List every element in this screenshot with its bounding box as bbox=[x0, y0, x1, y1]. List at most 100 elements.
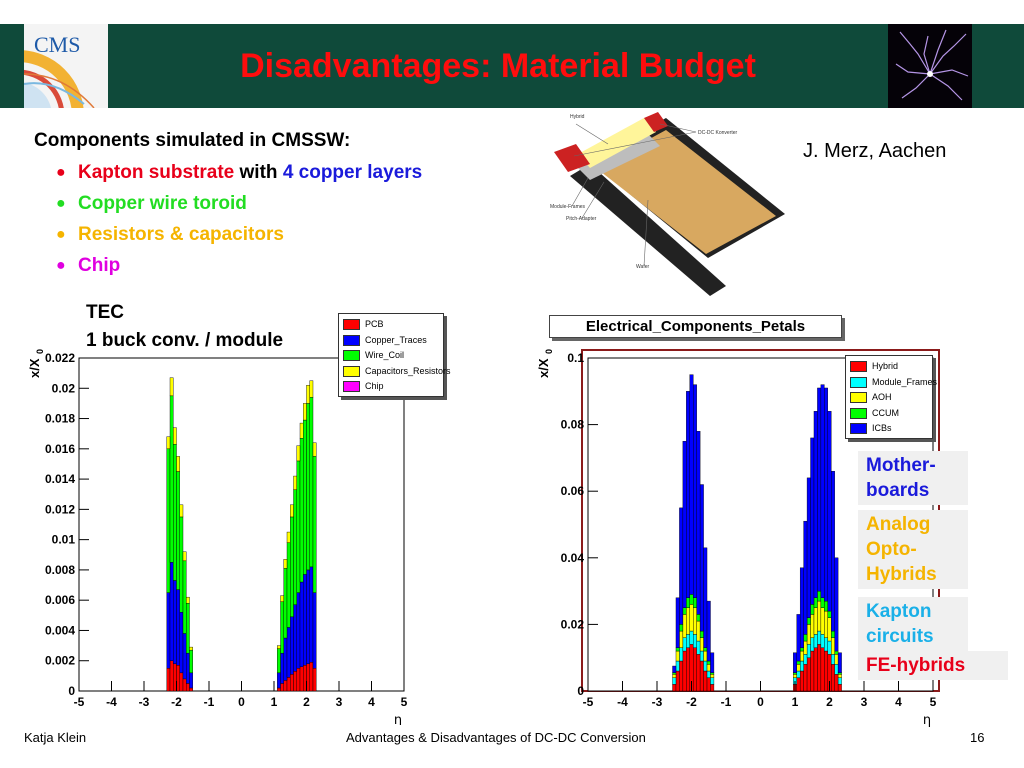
title-bar: CMS Disadvantages: Material Budget bbox=[0, 24, 1024, 108]
bar-segment bbox=[299, 438, 304, 583]
bar-segment bbox=[309, 662, 314, 692]
bar-segment bbox=[710, 684, 715, 692]
annotation-line: Mother- bbox=[866, 455, 936, 476]
bar-segment bbox=[796, 660, 801, 665]
bar-segment bbox=[679, 647, 684, 662]
x-tick-label: -2 bbox=[171, 695, 182, 709]
bar-segment bbox=[689, 630, 694, 645]
component-bullet: ● Kapton substrate with 4 copper layers bbox=[56, 161, 422, 192]
x-tick-label: -5 bbox=[74, 695, 85, 709]
plot-area bbox=[78, 357, 405, 692]
bar-segment bbox=[696, 654, 701, 692]
bar-segment bbox=[699, 637, 704, 652]
bar-segment bbox=[679, 507, 684, 625]
bar-segment bbox=[813, 597, 818, 608]
bar-segment bbox=[672, 672, 677, 675]
bar-segment bbox=[799, 670, 804, 692]
annotation-kapton-circuits: Kapton circuits bbox=[858, 597, 968, 651]
bar-segment bbox=[280, 683, 284, 692]
x-tick-label: 4 bbox=[895, 695, 902, 709]
bar-segment bbox=[182, 678, 187, 692]
bar-segment bbox=[806, 477, 811, 618]
bar-segment bbox=[312, 668, 317, 692]
bar-segment bbox=[831, 664, 835, 692]
legend-swatch bbox=[343, 365, 360, 377]
module-diagram: Hybrid DC-DC Konverter Module-Frames Pit… bbox=[550, 112, 785, 296]
hybrid-board bbox=[578, 118, 656, 168]
wafer-plate bbox=[596, 130, 776, 254]
bar-segment bbox=[810, 437, 815, 605]
chart-tec: 0 0.002 0.004 0.006 0.008 0.01 0.012 0.014 0.016… bbox=[27, 349, 408, 725]
bar-segment bbox=[824, 650, 828, 692]
y-tick-label: 0.02 bbox=[52, 381, 76, 395]
legend-swatch bbox=[343, 319, 360, 330]
bar-segment bbox=[679, 660, 684, 692]
x-tick-label: -2 bbox=[686, 695, 697, 709]
bar-segment bbox=[290, 616, 294, 675]
bar-segment bbox=[703, 670, 708, 692]
bar-segment bbox=[834, 557, 839, 652]
bar-segment bbox=[820, 647, 825, 692]
bar-segment bbox=[309, 397, 314, 568]
bar-segment bbox=[173, 427, 177, 445]
legend-petals: Hybrid Module_Frames AOH CCUM ICBs bbox=[845, 355, 937, 439]
x-axis-label: η bbox=[923, 713, 931, 728]
bar-segment bbox=[299, 581, 304, 667]
bullet-dot-icon: ● bbox=[56, 164, 66, 181]
bar-segment bbox=[796, 677, 801, 692]
x-tick-label: 5 bbox=[401, 695, 408, 709]
bar-segment bbox=[166, 448, 171, 593]
bar-segment bbox=[806, 657, 811, 692]
bar-segment bbox=[689, 594, 694, 605]
legend-label: Hybrid bbox=[872, 361, 899, 371]
legend-swatch bbox=[850, 361, 867, 372]
bar-segment bbox=[169, 660, 174, 692]
bar-segment bbox=[179, 516, 184, 613]
x-tick-label: 0 bbox=[757, 695, 764, 709]
bar-segment bbox=[824, 637, 828, 652]
x-tick-label: -1 bbox=[204, 695, 215, 709]
bar-segment bbox=[283, 568, 288, 639]
legend-label: Module_Frames bbox=[872, 376, 938, 387]
x-tick-label: 1 bbox=[792, 695, 799, 709]
legend-swatch bbox=[850, 392, 867, 403]
bar-segment bbox=[810, 650, 815, 692]
bar-segment bbox=[682, 637, 687, 652]
bullet-text: Chip bbox=[78, 255, 121, 276]
x-tick-label: 3 bbox=[336, 695, 343, 709]
annotation-fe-hybrids: FE-hybrids bbox=[858, 651, 1008, 680]
bar-segment bbox=[810, 637, 815, 652]
bar-segment bbox=[834, 674, 839, 692]
components-heading: Components simulated in CMSSW: bbox=[34, 130, 351, 151]
bar-segment bbox=[820, 634, 825, 648]
bar-segment bbox=[693, 384, 697, 598]
bar-segment bbox=[182, 560, 187, 634]
bar-segment bbox=[296, 460, 301, 593]
bullet-dot-icon: ● bbox=[56, 226, 66, 243]
x-tick-label: 1 bbox=[271, 695, 278, 709]
y-tick-label: 0.04 bbox=[561, 551, 585, 565]
bar-segment bbox=[277, 648, 281, 674]
bar-segment bbox=[179, 612, 184, 674]
label-hybrid: Hybrid bbox=[570, 114, 585, 120]
component-list: ● Kapton substrate with 4 copper layers ● C… bbox=[56, 161, 422, 285]
y-axis-label: x/X bbox=[536, 358, 551, 378]
bar-segment bbox=[679, 624, 684, 632]
bar-segment bbox=[696, 640, 701, 655]
annotation-line: FE-hybrids bbox=[866, 655, 966, 676]
bar-segment bbox=[176, 456, 180, 472]
x-axis-label: η bbox=[394, 713, 402, 725]
legend-swatch bbox=[343, 381, 360, 392]
bar-segment bbox=[306, 385, 310, 404]
bar-segment bbox=[173, 580, 177, 664]
legend-label: CCUM bbox=[872, 407, 899, 418]
annotation-line: Hybrids bbox=[866, 564, 937, 585]
bar-segment bbox=[796, 614, 801, 662]
bar-segment bbox=[803, 520, 808, 635]
bar-segment bbox=[824, 610, 828, 638]
bar-segment bbox=[706, 600, 711, 662]
bar-segment bbox=[827, 617, 832, 642]
bar-segment bbox=[806, 617, 811, 625]
bar-segment bbox=[686, 391, 690, 598]
x-tick-label: 0 bbox=[238, 695, 245, 709]
